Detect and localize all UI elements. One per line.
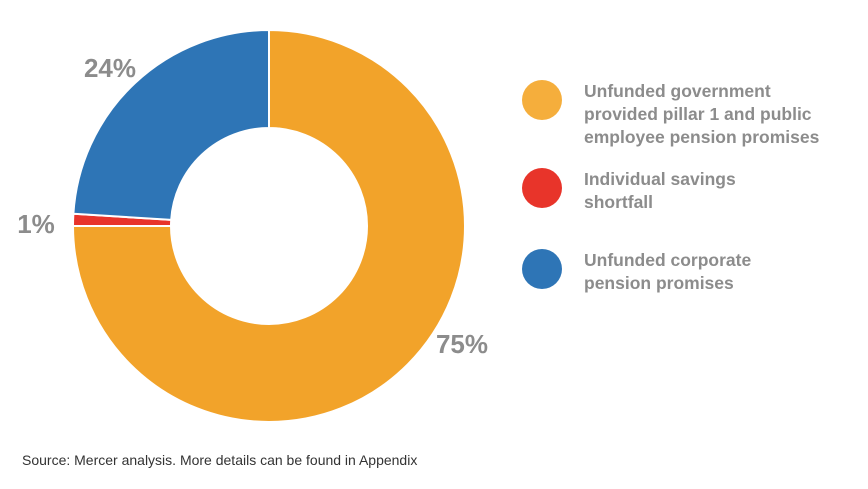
legend-swatch-individual-savings	[522, 168, 562, 208]
slice-government-pension	[71, 28, 466, 423]
donut-value-labels: 75% 1% 24%	[17, 53, 488, 359]
legend-swatch-government-pension	[522, 80, 562, 120]
label-government-pension: 75%	[436, 329, 488, 359]
label-individual-savings: 1%	[17, 209, 55, 239]
source-note: Source: Mercer analysis. More details ca…	[22, 452, 418, 468]
legend-item-corporate-pension: Unfunded corporate pension promises	[522, 249, 854, 295]
legend-label-individual-savings: Individual savings shortfall	[584, 169, 736, 212]
slice-corporate-pension	[72, 28, 270, 221]
legend-label-government-pension: Unfunded government provided pillar 1 an…	[584, 81, 820, 147]
legend-item-individual-savings: Individual savings shortfall	[522, 168, 854, 214]
label-corporate-pension: 24%	[84, 53, 136, 83]
donut-slices	[71, 28, 466, 423]
legend-label-corporate-pension: Unfunded corporate pension promises	[584, 250, 752, 293]
legend-swatch-corporate-pension	[522, 249, 562, 289]
legend-item-government-pension: Unfunded government provided pillar 1 an…	[522, 80, 854, 149]
